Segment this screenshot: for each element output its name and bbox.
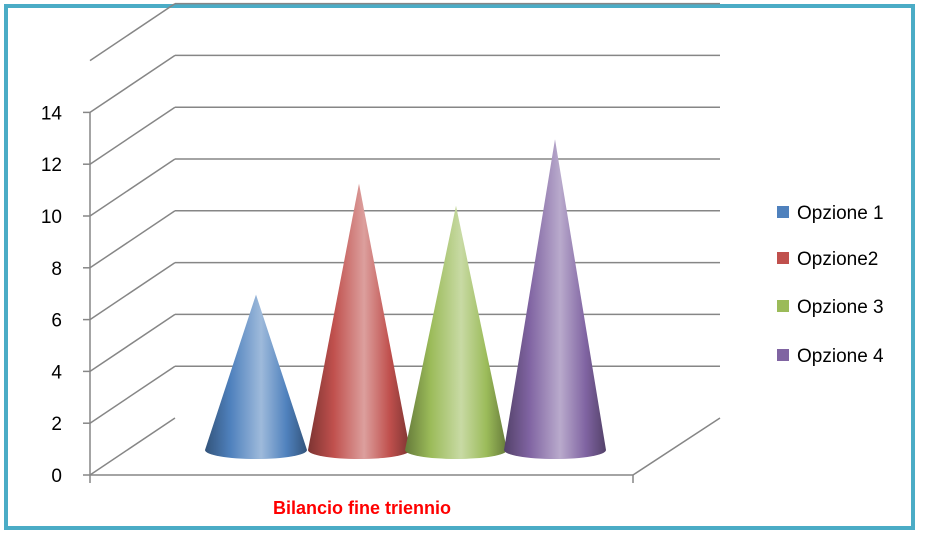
- legend-swatch: [777, 252, 789, 264]
- x-axis-labels: Bilancio fine triennio: [273, 498, 451, 518]
- y-tick-label: 4: [51, 362, 62, 383]
- gridline-side: [89, 106, 176, 165]
- cone-3: [405, 205, 507, 459]
- cone-1: [205, 294, 307, 459]
- legend: Opzione 1 Opzione2 Opzione 3 Opzione 4: [777, 203, 884, 367]
- cones: [205, 139, 606, 459]
- gridlines: [89, 2, 720, 476]
- gridline-side: [89, 54, 176, 114]
- gridline-side: [89, 210, 176, 269]
- gridline-side: [89, 2, 176, 62]
- legend-label: Opzione2: [797, 249, 878, 270]
- y-tick-label: 12: [41, 155, 62, 176]
- floor-right-edge: [632, 417, 721, 476]
- y-tick-label: 0: [51, 466, 62, 487]
- y-tick-label: 14: [41, 103, 63, 124]
- chart-walls: [89, 112, 721, 483]
- legend-label: Opzione 1: [797, 203, 884, 224]
- gridline-side: [89, 417, 176, 476]
- gridline-side: [89, 261, 176, 321]
- y-tick-label: 6: [51, 311, 62, 332]
- gridline-side: [89, 158, 176, 217]
- legend-swatch: [777, 300, 789, 312]
- y-tick-label: 10: [41, 207, 62, 228]
- category-label: Bilancio fine triennio: [273, 498, 451, 518]
- gridline-side: [89, 313, 176, 373]
- legend-label: Opzione 4: [797, 346, 884, 367]
- y-tick-label: 2: [51, 414, 62, 435]
- legend-swatch: [777, 349, 789, 361]
- y-axis-ticks: 0 2 4 6 8 10 12 14: [41, 103, 90, 487]
- legend-swatch: [777, 206, 789, 218]
- cone-2: [308, 183, 410, 459]
- y-tick-label: 8: [51, 259, 62, 280]
- gridline-side: [89, 365, 176, 424]
- legend-label: Opzione 3: [797, 297, 884, 318]
- cone-4: [504, 139, 606, 459]
